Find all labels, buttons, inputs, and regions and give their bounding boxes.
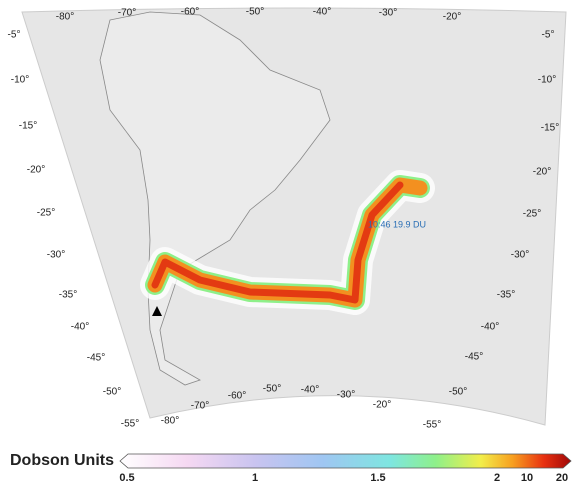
colorbar-bar	[119, 453, 572, 469]
so2-plume	[140, 170, 435, 315]
annotation: 10:46 19.9 DU	[368, 219, 426, 229]
coordinate-label: -10°	[11, 75, 29, 86]
coordinate-label: -40°	[481, 322, 499, 333]
coordinate-label: -55°	[423, 420, 441, 431]
coordinate-label: -5°	[542, 30, 555, 41]
coordinate-label: -25°	[37, 208, 55, 219]
coordinate-label: -70°	[118, 8, 136, 19]
coordinate-label: -45°	[465, 352, 483, 363]
coordinate-label: -15°	[541, 123, 559, 134]
coordinate-label: -40°	[71, 322, 89, 333]
coordinate-label: -80°	[161, 416, 179, 427]
coordinate-label: -20°	[533, 167, 551, 178]
colorbar-tick-label: 1.5	[370, 472, 385, 484]
coordinate-label: -60°	[181, 7, 199, 18]
coordinate-label: -55°	[121, 419, 139, 430]
coordinate-label: -30°	[511, 250, 529, 261]
coordinate-label: -70°	[191, 401, 209, 412]
colorbar-title: Dobson Units	[10, 452, 114, 469]
coordinate-label: -10°	[538, 75, 556, 86]
coordinate-label: -35°	[497, 290, 515, 301]
coordinate-label: -20°	[27, 165, 45, 176]
colorbar-tick-label: 2	[494, 472, 500, 484]
coordinate-label: -20°	[373, 400, 391, 411]
colorbar-tick-label: 1	[252, 472, 258, 484]
coordinate-label: -30°	[47, 250, 65, 261]
coordinate-label: -25°	[523, 209, 541, 220]
coordinate-label: -5°	[8, 30, 21, 41]
coordinate-label: -40°	[313, 7, 331, 18]
colorbar-tick-label: 20	[556, 472, 568, 484]
colorbar-tick-label: 10	[521, 472, 533, 484]
colorbar-tick-label: 0.5	[119, 472, 134, 484]
coordinate-label: -80°	[56, 12, 74, 23]
colorbar: Dobson Units 0.5 1 1.5 2 10 20	[10, 452, 572, 484]
volcano-marker	[152, 306, 162, 316]
coordinate-label: -30°	[379, 8, 397, 19]
coordinate-label: -35°	[59, 290, 77, 301]
coordinate-label: -60°	[228, 391, 246, 402]
coordinate-label: -20°	[443, 12, 461, 23]
coordinate-label: -45°	[87, 353, 105, 364]
coordinate-label: -40°	[301, 385, 319, 396]
coordinate-label: -50°	[263, 384, 281, 395]
coordinate-label: -50°	[449, 387, 467, 398]
coordinate-label: -50°	[246, 7, 264, 18]
coordinate-label: -15°	[19, 121, 37, 132]
coordinate-label: -50°	[103, 387, 121, 398]
coordinate-label: -30°	[337, 390, 355, 401]
